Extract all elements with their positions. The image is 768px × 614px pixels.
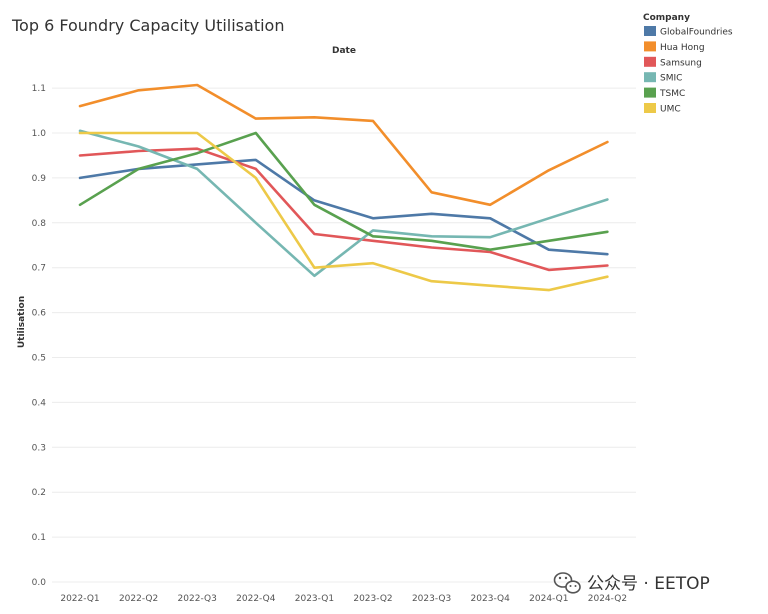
legend-title: Company	[643, 13, 690, 23]
legend-label: Hua Hong	[660, 43, 705, 53]
legend-item: Hua Hong	[644, 41, 705, 53]
x-tick-label: 2022-Q2	[119, 594, 158, 604]
wechat-icon	[553, 572, 581, 594]
legend-item: Samsung	[644, 56, 702, 68]
watermark: 公众号 · EETOP	[553, 572, 710, 594]
x-axis-ticks: 2022-Q1 2022-Q2 2022-Q3 2022-Q4 2023-Q1 2023-…	[60, 594, 627, 604]
y-tick-label: 0.3	[32, 443, 46, 453]
y-tick-label: 0.4	[32, 398, 47, 408]
y-tick-label: 0.1	[32, 533, 46, 543]
legend-swatch	[644, 26, 656, 36]
y-tick-label: 0.0	[32, 578, 47, 588]
legend-label: GlobalFoundries	[660, 28, 733, 38]
x-tick-label: 2023-Q1	[295, 594, 334, 604]
x-tick-label: 2024-Q1	[529, 594, 568, 604]
y-tick-label: 1.0	[32, 129, 47, 139]
legend-item: UMC	[644, 103, 681, 115]
legend-swatch	[644, 41, 656, 52]
legend-swatch	[644, 56, 656, 67]
series-lines	[78, 83, 609, 292]
series-line-samsung	[78, 147, 609, 272]
series-line-smic	[78, 129, 609, 278]
legend-item: TSMC	[644, 87, 685, 99]
legend-label: Samsung	[660, 58, 702, 68]
y-tick-label: 0.9	[32, 174, 47, 184]
y-tick-label: 0.7	[32, 264, 46, 274]
legend-item: GlobalFoundries	[644, 26, 733, 38]
chart-title: Top 6 Foundry Capacity Utilisation	[11, 16, 284, 35]
legend-label: UMC	[660, 105, 681, 115]
x-tick-label: 2023-Q2	[353, 594, 392, 604]
legend-swatch	[644, 87, 656, 98]
series-line-tsmc	[78, 131, 609, 251]
legend-item: SMIC	[644, 72, 682, 84]
y-tick-label: 1.1	[32, 84, 46, 94]
series-line-hua-hong	[78, 83, 609, 207]
x-axis-title: Date	[332, 46, 356, 56]
y-axis-title: Utilisation	[17, 296, 27, 348]
y-tick-label: 0.8	[32, 219, 47, 229]
x-tick-label: 2022-Q1	[60, 594, 99, 604]
y-tick-label: 0.2	[32, 488, 46, 498]
x-tick-label: 2023-Q3	[412, 594, 451, 604]
y-tick-label: 0.5	[32, 354, 46, 364]
x-tick-label: 2022-Q4	[236, 594, 276, 604]
series-line-umc	[78, 131, 609, 292]
y-axis-ticks: 0.0 0.1 0.2 0.3 0.4 0.5 0.6 0.7 0.8 0.9 1.0 1.1	[32, 84, 47, 588]
x-tick-label: 2024-Q2	[588, 594, 627, 604]
legend-swatch	[644, 72, 656, 83]
y-tick-label: 0.6	[32, 309, 47, 319]
x-tick-label: 2022-Q3	[178, 594, 217, 604]
series-line-globalfoundries	[78, 158, 609, 256]
gridlines	[52, 87, 636, 583]
legend: Company GlobalFoundries Hua Hong Samsung SM…	[643, 13, 733, 115]
x-tick-label: 2023-Q4	[471, 594, 511, 604]
legend-label: TSMC	[659, 89, 685, 99]
legend-label: SMIC	[660, 74, 682, 84]
watermark-text: 公众号 · EETOP	[587, 574, 710, 594]
legend-items: GlobalFoundries Hua Hong Samsung SMIC TSMC UM…	[644, 26, 733, 115]
legend-swatch	[644, 103, 656, 113]
